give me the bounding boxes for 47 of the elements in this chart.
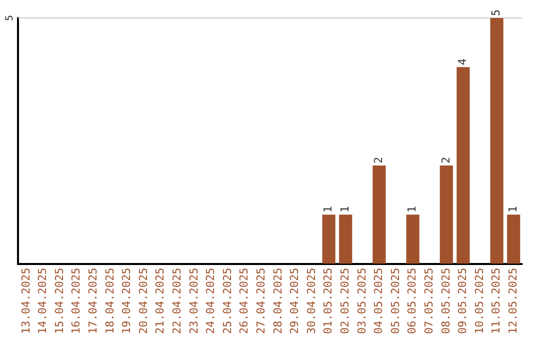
data-label: 1 [338, 206, 352, 213]
x-tick-label: 12.05.2025 [506, 268, 520, 334]
x-tick-label: 05.05.2025 [388, 268, 402, 334]
x-tick-label: 11.05.2025 [490, 268, 503, 334]
x-tick-label: 03.05.2025 [355, 268, 368, 334]
ref-line-label: 5 [4, 14, 16, 22]
x-tick-label: 18.04.2025 [103, 268, 116, 334]
bar [339, 214, 352, 264]
bar [440, 165, 453, 264]
x-tick-label: 07.05.2025 [422, 268, 436, 334]
bar [372, 165, 386, 264]
x-tick-label: 30.04.2025 [304, 268, 318, 334]
x-tick-label: 15.04.2025 [52, 268, 66, 334]
x-tick-label: 25.04.2025 [220, 268, 234, 334]
x-tick-label: 29.04.2025 [288, 268, 302, 334]
bar [490, 18, 504, 264]
x-tick-label: 06.05.2025 [406, 268, 419, 334]
x-tick-label: 22.04.2025 [170, 268, 184, 334]
data-label: 4 [456, 58, 470, 66]
data-label: 1 [506, 206, 520, 213]
data-label: 1 [322, 206, 335, 213]
x-tick-label: 14.04.2025 [36, 268, 50, 334]
x-tick-label: 21.04.2025 [154, 268, 167, 334]
data-label: 1 [406, 206, 419, 213]
x-tick-label: 24.04.2025 [204, 268, 218, 334]
data-label: 2 [439, 156, 452, 164]
x-tick-label: 09.05.2025 [456, 268, 470, 334]
x-tick-label: 26.04.2025 [238, 268, 251, 334]
x-tick-label: 04.05.2025 [372, 268, 386, 334]
x-tick-label: 28.04.2025 [271, 268, 284, 334]
x-tick-label: 27.04.2025 [254, 268, 268, 334]
x-tick-label: 10.05.2025 [472, 268, 486, 334]
x-tick-label: 01.05.2025 [322, 268, 335, 334]
x-tick-label: 20.04.2025 [136, 268, 150, 334]
data-label: 5 [490, 9, 503, 16]
bar [456, 67, 470, 264]
x-tick-label: 16.04.2025 [70, 268, 83, 334]
data-label: 2 [372, 156, 386, 164]
x-tick-label: 02.05.2025 [338, 268, 352, 334]
bar [406, 214, 420, 264]
x-tick-label: 23.04.2025 [187, 268, 200, 334]
x-tick-label: 08.05.2025 [439, 268, 452, 334]
bar [507, 214, 520, 264]
x-tick-label: 13.04.2025 [19, 268, 32, 334]
x-tick-label: 19.04.2025 [120, 268, 134, 334]
bar [322, 214, 336, 264]
x-tick-label: 17.04.2025 [86, 268, 100, 334]
